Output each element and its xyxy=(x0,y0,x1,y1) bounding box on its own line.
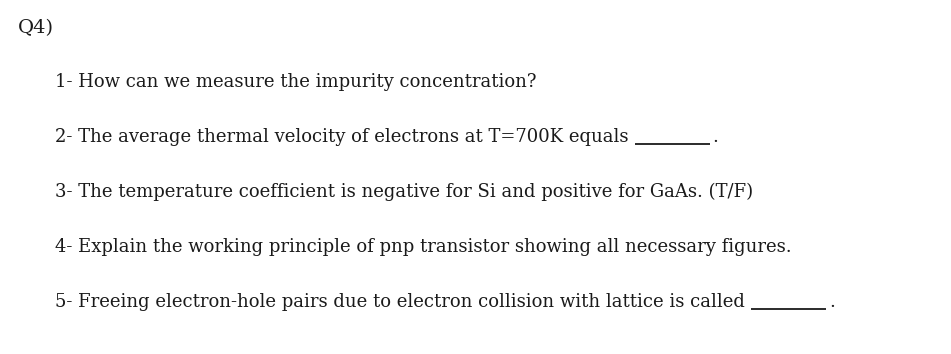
Text: Q4): Q4) xyxy=(18,19,54,37)
Text: 4- Explain the working principle of pnp transistor showing all necessary figures: 4- Explain the working principle of pnp … xyxy=(55,238,791,256)
Text: 1- How can we measure the impurity concentration?: 1- How can we measure the impurity conce… xyxy=(55,73,536,91)
Text: .: . xyxy=(712,128,718,146)
Text: 5- Freeing electron-hole pairs due to electron collision with lattice is called: 5- Freeing electron-hole pairs due to el… xyxy=(55,293,745,311)
Text: 2- The average thermal velocity of electrons at T=700K equals: 2- The average thermal velocity of elect… xyxy=(55,128,629,146)
Text: 3- The temperature coefficient is negative for Si and positive for GaAs. (T/F): 3- The temperature coefficient is negati… xyxy=(55,183,753,201)
Text: .: . xyxy=(829,293,835,311)
